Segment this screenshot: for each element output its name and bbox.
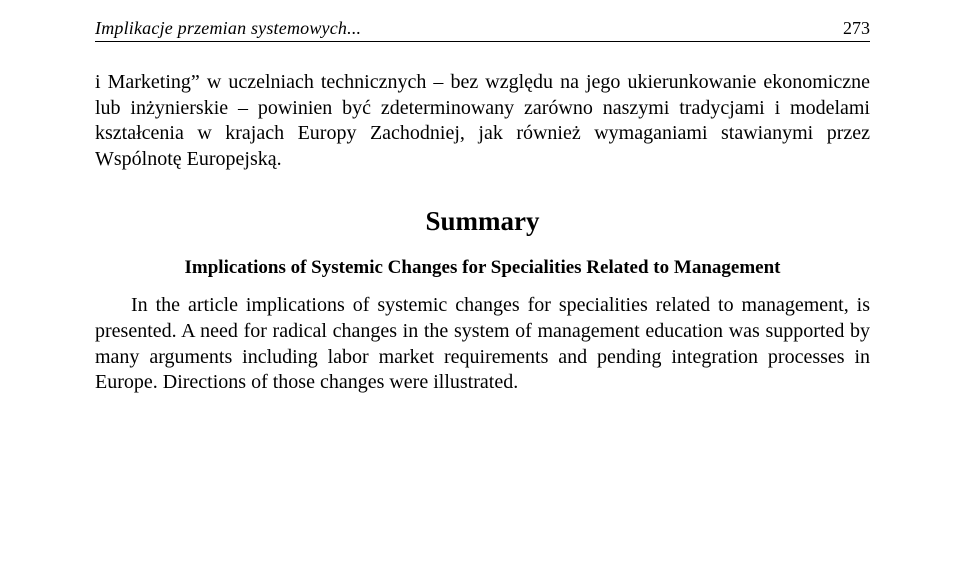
summary-heading: Summary <box>95 206 870 237</box>
page-number: 273 <box>843 18 870 39</box>
running-header: Implikacje przemian systemowych... 273 <box>95 18 870 39</box>
running-title: Implikacje przemian systemowych... <box>95 18 361 39</box>
summary-subheading: Implications of Systemic Changes for Spe… <box>95 257 870 279</box>
body-paragraph-1: i Marketing” w uczelniach technicznych –… <box>95 70 870 172</box>
summary-paragraph: In the article implications of systemic … <box>95 293 870 395</box>
header-rule <box>95 41 870 42</box>
